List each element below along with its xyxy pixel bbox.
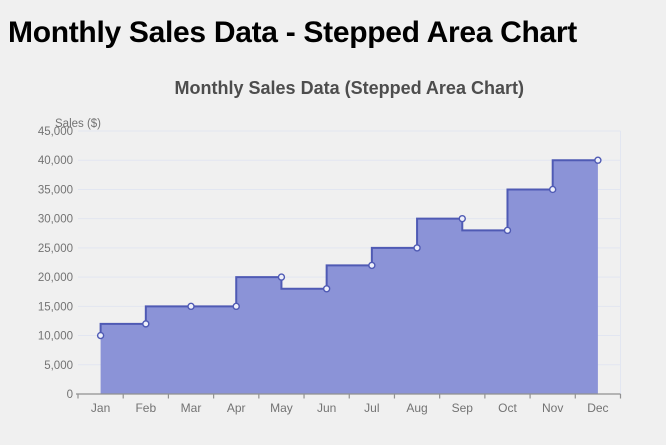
x-axis-label: Feb: [135, 401, 156, 415]
x-axis-label: Mar: [181, 401, 202, 415]
step-line: [99, 159, 598, 336]
y-axis-label: 40,000: [38, 155, 73, 167]
x-axis-label: May: [270, 401, 293, 415]
data-point-marker[interactable]: [594, 156, 602, 164]
y-axis-label: 5,000: [44, 360, 73, 372]
y-axis-label: 10,000: [38, 331, 73, 343]
data-point-marker[interactable]: [548, 185, 557, 194]
data-point-marker[interactable]: [277, 273, 286, 281]
x-axis-label: Aug: [406, 401, 427, 415]
page-title: Monthly Sales Data - Stepped Area Chart: [8, 16, 577, 49]
y-axis-label: 0: [67, 389, 73, 401]
x-axis-label: Nov: [542, 401, 563, 415]
y-axis-title: Sales ($): [55, 118, 101, 130]
y-axis-label: 20,000: [38, 272, 73, 284]
y-axis-label: 45,000: [38, 126, 73, 138]
y-axis-label: 25,000: [38, 243, 73, 255]
x-axis-label: Oct: [498, 401, 517, 415]
y-axis-label: 30,000: [38, 214, 73, 226]
data-point-marker[interactable]: [187, 302, 195, 311]
x-axis-label: Jul: [364, 401, 379, 415]
chart-title: Monthly Sales Data (Stepped Area Chart): [175, 78, 524, 98]
x-axis-label: Apr: [227, 401, 246, 415]
x-axis-label: Jan: [91, 401, 110, 415]
data-point-marker[interactable]: [232, 302, 240, 311]
data-point-marker[interactable]: [322, 285, 331, 293]
data-point-marker[interactable]: [96, 331, 105, 340]
data-point-marker[interactable]: [368, 261, 376, 270]
data-point-marker[interactable]: [503, 226, 512, 235]
x-axis-label: Dec: [587, 401, 608, 415]
x-axis-label: Jun: [317, 401, 336, 415]
data-point-marker[interactable]: [413, 244, 421, 252]
stepped-area-chart: 0 5,000 10,000 15,000 20,000 25,000 30,000 35,0…: [38, 78, 622, 415]
y-axis-label: 35,000: [38, 184, 73, 196]
chart-container: 0 5,000 10,000 15,000 20,000 25,000 30,000 35,0…: [0, 60, 666, 445]
area-fill: [100, 160, 598, 394]
x-axis-label: Sep: [452, 401, 474, 415]
data-point-marker[interactable]: [458, 214, 466, 223]
y-axis-label: 15,000: [38, 301, 73, 313]
data-point-marker[interactable]: [142, 320, 150, 328]
